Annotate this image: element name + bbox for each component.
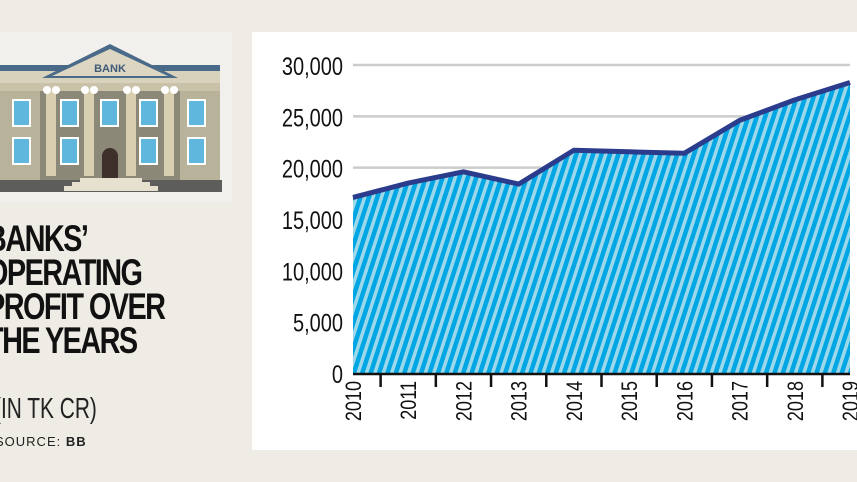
x-tick-label: 2017 <box>729 381 753 421</box>
bank-icon: BANK <box>0 44 232 202</box>
source-value: BB <box>65 434 87 449</box>
title-line: OPERATING <box>0 252 143 293</box>
area-chart: 0 5,000 10,000 15,000 20,000 25,000 30,000 201… <box>282 53 857 421</box>
x-tick-label: 2019 <box>839 381 857 421</box>
y-tick-label: 5,000 <box>293 310 343 338</box>
x-axis: 2010 2011 2012 2013 2014 2015 2016 2017 2018 2019 <box>342 372 857 421</box>
chart-subtitle: (IN TK CR) <box>0 393 97 425</box>
x-tick-label: 2016 <box>674 381 698 421</box>
x-tick-label: 2013 <box>508 381 532 421</box>
y-tick-label: 20,000 <box>282 156 343 184</box>
bank-building-illustration: BANK <box>0 32 232 202</box>
y-tick-label: 25,000 <box>282 104 343 132</box>
series-line <box>352 80 851 200</box>
x-tick-label: 2015 <box>619 381 643 421</box>
source-label: SOURCE: <box>0 434 62 449</box>
source-credit: SOURCE: BB <box>0 434 87 449</box>
y-axis-labels: 0 5,000 10,000 15,000 20,000 25,000 30,000 <box>282 53 343 389</box>
bank-sign: BANK <box>94 63 126 75</box>
y-tick-label: 0 <box>332 361 343 389</box>
chart-panel: 0 5,000 10,000 15,000 20,000 25,000 30,000 201… <box>252 32 857 450</box>
x-tick-label: 2012 <box>453 381 477 421</box>
x-tick-label: 2018 <box>784 381 808 421</box>
title-line: PROFIT OVER <box>0 286 166 327</box>
x-tick-label: 2014 <box>563 381 587 421</box>
chart-title: BANKS’ OPERATING PROFIT OVER THE YEARS <box>0 218 166 361</box>
title-line: THE YEARS <box>0 320 138 361</box>
x-tick-label: 2010 <box>342 381 366 421</box>
y-tick-label: 30,000 <box>282 53 343 81</box>
x-tick-label: 2011 <box>398 381 422 420</box>
area-fill <box>353 82 850 373</box>
y-tick-label: 10,000 <box>282 258 343 286</box>
title-line: BANKS’ <box>0 218 89 259</box>
y-tick-label: 15,000 <box>282 207 343 235</box>
